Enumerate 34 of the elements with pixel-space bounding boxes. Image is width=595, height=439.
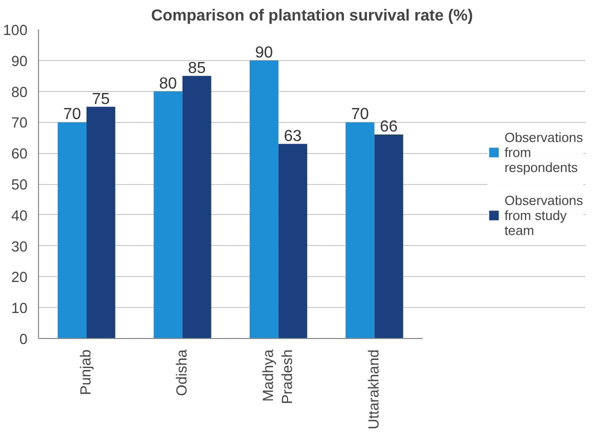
data-label: 75 (92, 90, 110, 108)
y-tick-label: 100 (3, 23, 28, 39)
data-label: 70 (351, 106, 369, 124)
chart-title: Comparison of plantation survival rate (%) (151, 8, 473, 24)
y-tick-label: 50 (11, 178, 28, 194)
data-label: 70 (63, 106, 82, 124)
x-tick-label: Punjab (78, 349, 94, 396)
y-tick-label: 90 (11, 54, 28, 70)
y-tick-label: 60 (11, 146, 28, 163)
data-label: 90 (255, 44, 274, 62)
data-label: 85 (188, 60, 206, 77)
x-tick-label: Odisha (174, 348, 190, 396)
data-label: 63 (284, 128, 302, 145)
x-tick-label: Madhya Pradesh (260, 348, 296, 404)
legend-label: Observations from respondents (504, 130, 583, 174)
y-tick-label: 0 (19, 332, 28, 348)
bar (250, 60, 278, 338)
bar (86, 106, 116, 338)
y-tick-label: 30 (11, 239, 28, 256)
data-label: 80 (159, 75, 178, 92)
y-tick-label: 20 (11, 270, 28, 286)
y-tick-label: 70 (11, 116, 28, 132)
x-tick-label: Uttarakhand (366, 350, 382, 430)
legend-label: Observations from study team (504, 192, 583, 238)
y-tick-label: 10 (11, 301, 28, 318)
y-tick-label: 80 (11, 84, 28, 101)
y-tick-label: 40 (11, 208, 28, 224)
bar (374, 134, 404, 338)
bar (278, 144, 308, 338)
bar (346, 122, 374, 338)
bar (182, 76, 212, 338)
bar (58, 122, 86, 338)
bar (154, 91, 182, 338)
data-label: 66 (380, 118, 398, 136)
